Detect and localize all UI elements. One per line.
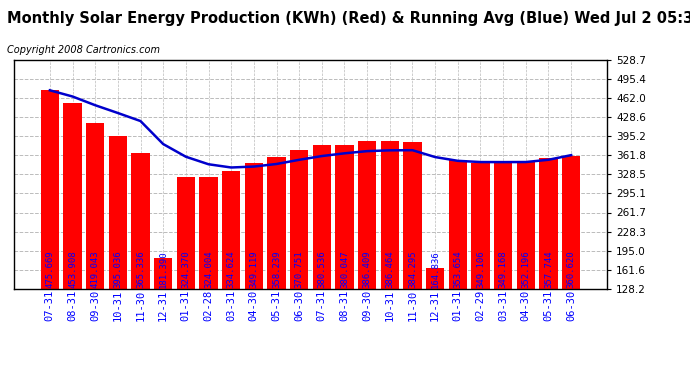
- Text: 349.168: 349.168: [499, 250, 508, 288]
- Text: 324.370: 324.370: [181, 250, 190, 288]
- Bar: [268, 158, 286, 289]
- Text: 380.536: 380.536: [317, 250, 326, 288]
- Bar: [63, 103, 81, 289]
- Bar: [404, 142, 422, 289]
- Text: 365.336: 365.336: [136, 250, 145, 288]
- Text: 324.004: 324.004: [204, 250, 213, 288]
- Text: 357.744: 357.744: [544, 250, 553, 288]
- Bar: [245, 163, 263, 289]
- Text: 419.043: 419.043: [90, 250, 99, 288]
- Bar: [154, 258, 172, 289]
- Bar: [426, 268, 444, 289]
- Text: 360.620: 360.620: [566, 250, 575, 288]
- Bar: [562, 156, 580, 289]
- Text: 349.106: 349.106: [476, 250, 485, 288]
- Text: 453.908: 453.908: [68, 250, 77, 288]
- Bar: [290, 150, 308, 289]
- Bar: [540, 158, 558, 289]
- Text: 349.119: 349.119: [249, 250, 258, 288]
- Bar: [199, 177, 217, 289]
- Text: 475.669: 475.669: [46, 250, 55, 288]
- Bar: [131, 153, 150, 289]
- Bar: [517, 161, 535, 289]
- Text: 384.295: 384.295: [408, 250, 417, 288]
- Bar: [494, 162, 512, 289]
- Bar: [86, 123, 104, 289]
- Text: 334.624: 334.624: [227, 250, 236, 288]
- Bar: [358, 141, 376, 289]
- Text: 181.390: 181.390: [159, 250, 168, 288]
- Text: 370.751: 370.751: [295, 250, 304, 288]
- Bar: [448, 160, 467, 289]
- Text: 386.409: 386.409: [363, 250, 372, 288]
- Bar: [335, 145, 353, 289]
- Text: 352.196: 352.196: [522, 250, 531, 288]
- Bar: [313, 145, 331, 289]
- Text: 353.654: 353.654: [453, 250, 462, 288]
- Text: Copyright 2008 Cartronics.com: Copyright 2008 Cartronics.com: [7, 45, 160, 55]
- Bar: [177, 177, 195, 289]
- Text: Monthly Solar Energy Production (KWh) (Red) & Running Avg (Blue) Wed Jul 2 05:35: Monthly Solar Energy Production (KWh) (R…: [7, 11, 690, 26]
- Bar: [222, 171, 240, 289]
- Bar: [109, 136, 127, 289]
- Text: 380.047: 380.047: [340, 250, 349, 288]
- Bar: [381, 141, 399, 289]
- Text: 386.464: 386.464: [385, 250, 394, 288]
- Bar: [471, 163, 490, 289]
- Text: 395.036: 395.036: [113, 250, 122, 288]
- Text: 358.239: 358.239: [272, 250, 281, 288]
- Text: 164.836: 164.836: [431, 250, 440, 288]
- Bar: [41, 90, 59, 289]
